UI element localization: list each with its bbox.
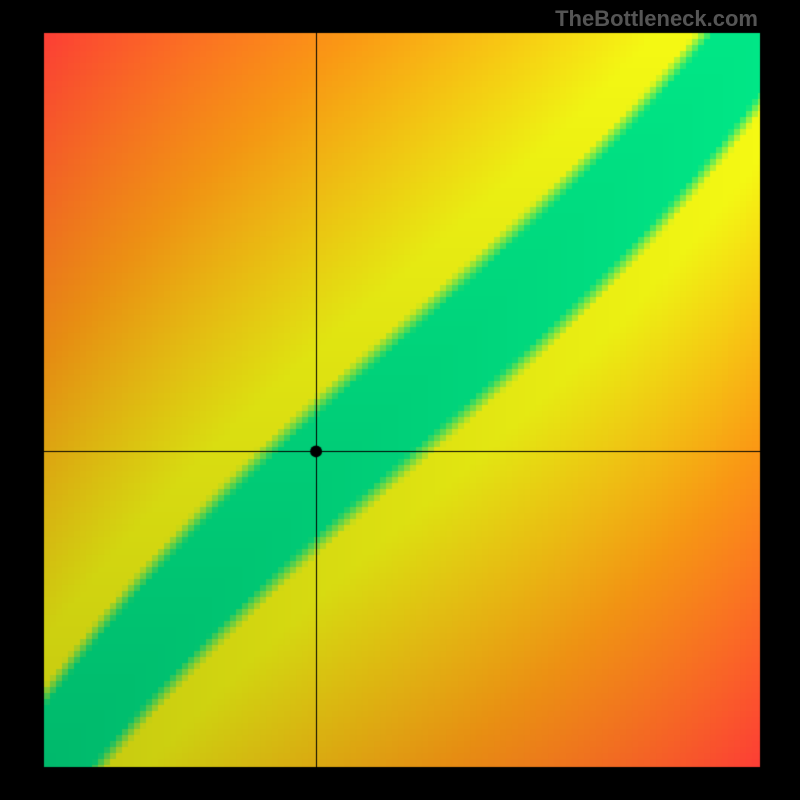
chart-container: TheBottleneck.com — [0, 0, 800, 800]
heatmap-canvas — [0, 0, 800, 800]
watermark-text: TheBottleneck.com — [555, 6, 758, 32]
